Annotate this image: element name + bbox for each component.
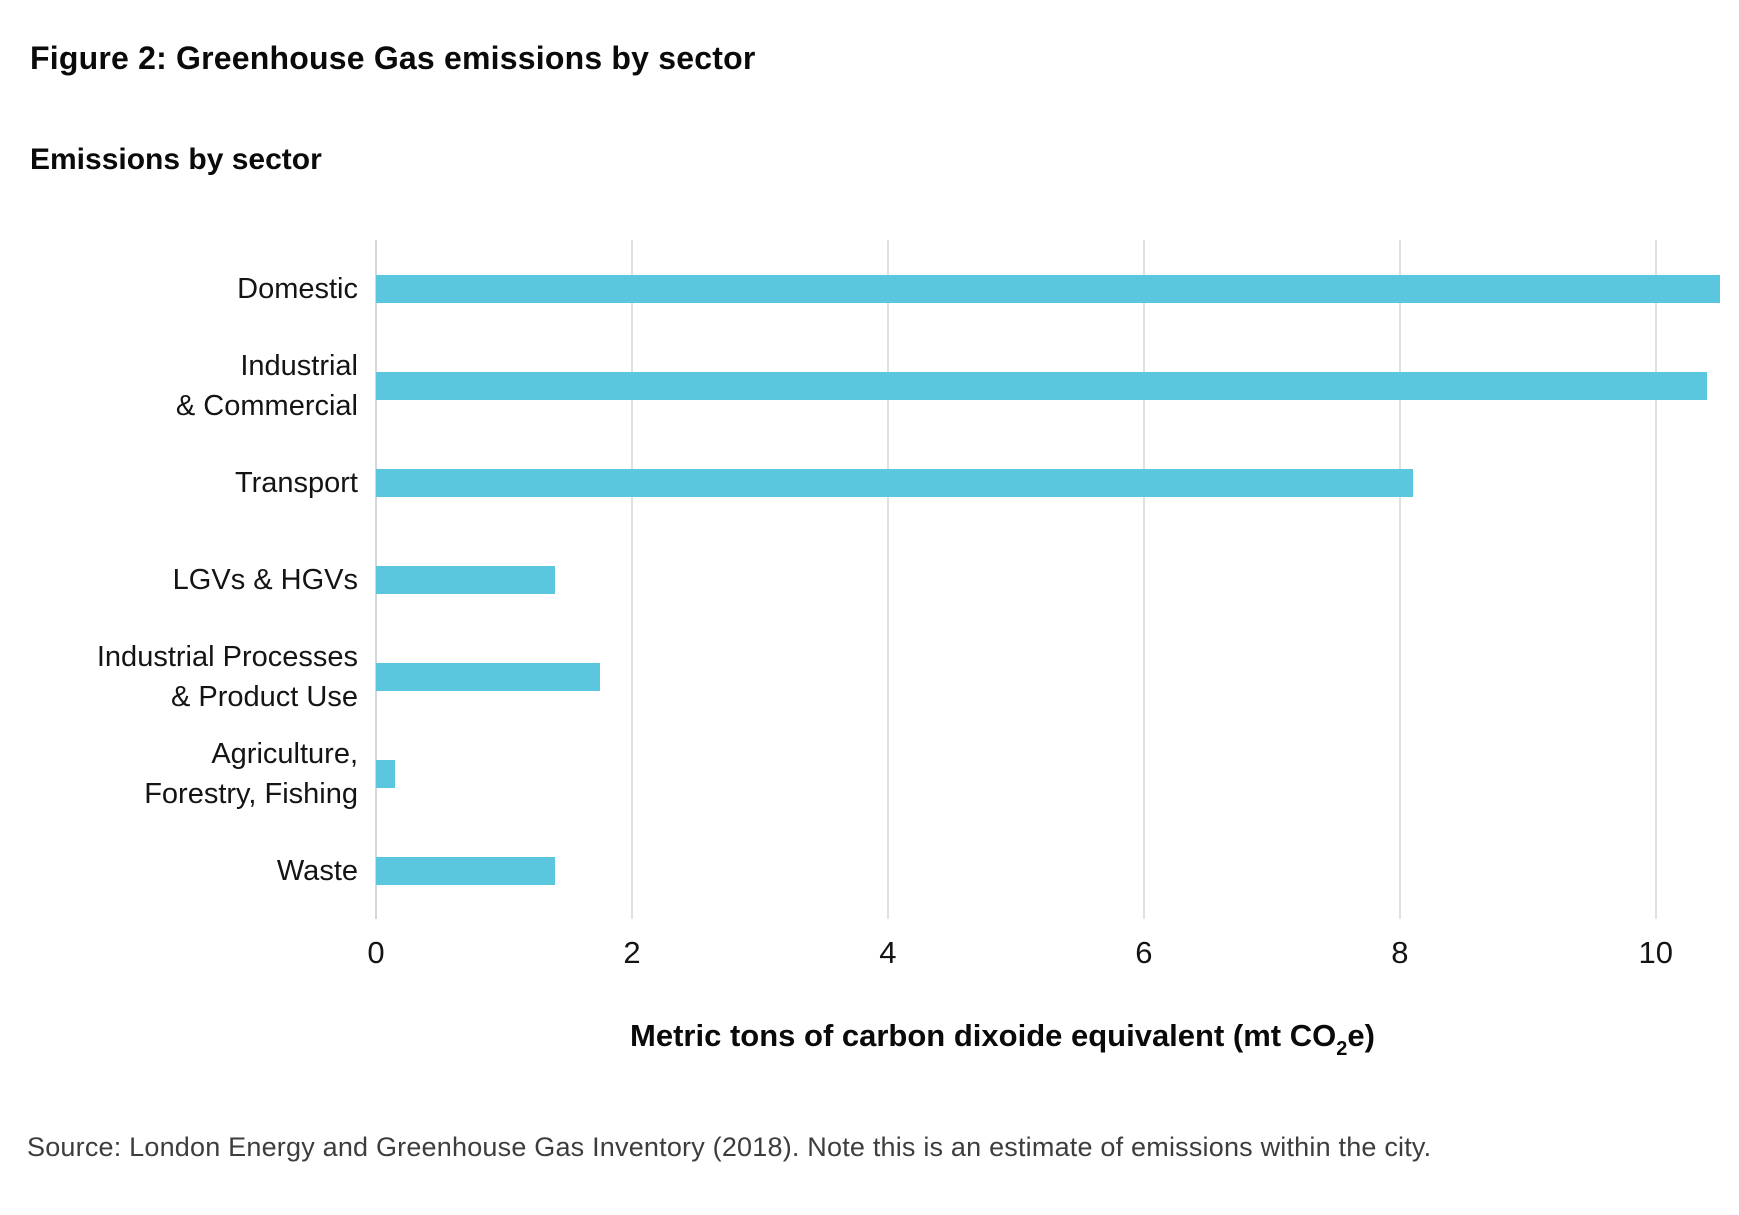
chart-row: Transport <box>0 434 1739 531</box>
bar-track <box>376 531 1739 628</box>
bar <box>376 565 556 594</box>
bar-track <box>376 628 1739 725</box>
bar-track <box>376 240 1739 337</box>
chart-row: Agriculture, Forestry, Fishing <box>0 725 1739 822</box>
bar <box>376 274 1720 303</box>
figure-title: Figure 2: Greenhouse Gas emissions by se… <box>30 40 756 76</box>
bar-track <box>376 725 1739 822</box>
bar <box>376 662 600 691</box>
category-label: Transport <box>234 466 358 499</box>
x-axis-ticks: 0 2 4 6 8 10 <box>367 935 1739 995</box>
chart-row: Industrial Processes & Product Use <box>0 628 1739 725</box>
bar <box>376 856 556 885</box>
tick-label: 2 <box>623 935 641 970</box>
x-axis-title-suffix: e) <box>1347 1018 1375 1053</box>
x-axis-title: Metric tons of carbon dixoide equivalent… <box>376 1018 1629 1060</box>
chart-row: Domestic <box>0 240 1739 337</box>
gridline <box>1398 240 1401 919</box>
bar-track <box>376 337 1739 434</box>
gridline <box>886 240 889 919</box>
bar-track <box>376 822 1739 919</box>
tick-label: 0 <box>367 935 385 970</box>
tick-label: 8 <box>1391 935 1409 970</box>
chart-row: LGVs & HGVs <box>0 531 1739 628</box>
bar <box>376 371 1707 400</box>
chart-title: Emissions by sector <box>30 143 322 176</box>
category-label: Industrial Processes & Product Use <box>96 640 358 713</box>
category-label: Industrial & Commercial <box>175 349 358 422</box>
gridline <box>630 240 633 919</box>
bar <box>376 468 1413 497</box>
category-label: Agriculture, Forestry, Fishing <box>144 737 358 810</box>
gridline <box>1654 240 1657 919</box>
source-text: Source: London Energy and Greenhouse Gas… <box>27 1132 1432 1162</box>
x-axis-title-subscript: 2 <box>1336 1038 1348 1060</box>
category-label: Waste <box>276 854 358 887</box>
tick-label: 10 <box>1638 935 1674 970</box>
tick-label: 4 <box>879 935 897 970</box>
category-label: Domestic <box>237 272 358 305</box>
bar <box>376 759 396 788</box>
category-label: LGVs & HGVs <box>172 563 358 596</box>
bar-chart: Domestic Industrial & Commercial Transpo… <box>0 240 1739 919</box>
chart-row: Industrial & Commercial <box>0 337 1739 434</box>
bar-track <box>376 434 1739 531</box>
gridline <box>1142 240 1145 919</box>
x-axis-title-text: Metric tons of carbon dixoide equivalent… <box>630 1018 1337 1053</box>
chart-row: Waste <box>0 822 1739 919</box>
chart-rows: Domestic Industrial & Commercial Transpo… <box>0 240 1739 919</box>
tick-label: 6 <box>1135 935 1153 970</box>
